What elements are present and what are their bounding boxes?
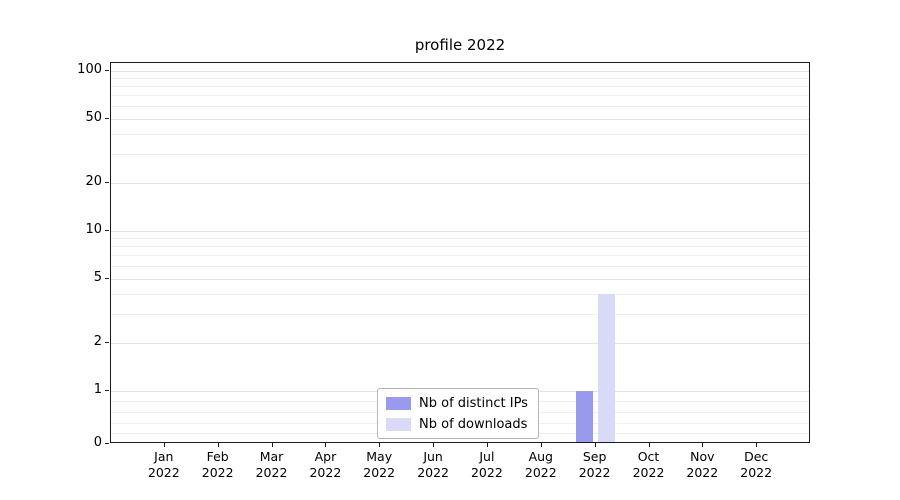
x-tick-mark [540, 443, 542, 447]
gridline-minor [111, 134, 809, 136]
legend-swatch [386, 417, 411, 431]
x-tick-month: Feb [206, 449, 229, 464]
x-tick-year: 2022 [363, 465, 396, 480]
x-tick-label: Oct 2022 [619, 449, 679, 481]
x-tick-mark [486, 443, 488, 447]
gridline-minor [111, 266, 809, 268]
x-tick-mark [756, 443, 758, 447]
gridline-major [111, 182, 809, 184]
legend-swatch [386, 396, 411, 410]
x-tick-mark [702, 443, 704, 447]
legend-item: Nb of downloads [386, 416, 528, 432]
x-tick-month: May [366, 449, 393, 464]
x-tick-label: May 2022 [349, 449, 409, 481]
y-tick-label: 20 [85, 173, 102, 189]
x-tick-year: 2022 [632, 465, 665, 480]
x-tick-year: 2022 [201, 465, 234, 480]
x-tick-year: 2022 [147, 465, 180, 480]
x-tick-year: 2022 [578, 465, 611, 480]
x-tick-year: 2022 [255, 465, 288, 480]
x-tick-mark [648, 443, 650, 447]
x-tick-year: 2022 [417, 465, 449, 480]
x-tick-mark [594, 443, 596, 447]
x-tick-month: Apr [314, 449, 337, 464]
y-tick-mark [105, 229, 109, 231]
gridline-minor [111, 95, 809, 97]
chart-title: profile 2022 [414, 36, 506, 54]
x-tick-label: Nov 2022 [672, 449, 732, 481]
bar-nb-of-downloads [598, 294, 616, 442]
x-tick-mark [379, 443, 381, 447]
x-tick-mark [217, 443, 219, 447]
y-tick-label: 0 [93, 435, 102, 450]
gridline-minor [111, 246, 809, 248]
y-tick-label: 5 [93, 269, 102, 285]
y-tick-mark [105, 277, 109, 279]
y-tick-label: 50 [85, 109, 102, 125]
x-tick-year: 2022 [740, 465, 773, 480]
x-tick-label: Dec 2022 [726, 449, 786, 481]
gridline-major [111, 70, 809, 72]
legend-label: Nb of distinct IPs [419, 395, 528, 411]
x-tick-year: 2022 [524, 465, 557, 480]
x-tick-label: Mar 2022 [242, 449, 302, 481]
gridline-major [111, 230, 809, 232]
x-tick-mark [163, 443, 165, 447]
y-tick-label: 100 [77, 61, 102, 77]
x-tick-label: Jan 2022 [134, 449, 194, 481]
x-tick-label: Feb 2022 [188, 449, 248, 481]
gridline-minor [111, 255, 809, 257]
legend: Nb of distinct IPs Nb of downloads [377, 388, 539, 439]
x-tick-label: Apr 2022 [295, 449, 355, 481]
x-tick-month: Nov [690, 449, 715, 464]
gridline-minor [111, 238, 809, 239]
x-tick-label: Jun 2022 [403, 449, 463, 481]
legend-item: Nb of distinct IPs [386, 395, 528, 411]
x-tick-month: Jan [154, 449, 174, 464]
y-tick-mark [105, 69, 109, 71]
x-tick-month: Oct [637, 449, 660, 464]
x-tick-year: 2022 [686, 465, 719, 480]
x-tick-month: Mar [259, 449, 284, 464]
gridline-major [111, 342, 809, 344]
y-tick-mark [105, 389, 109, 391]
y-tick-label: 2 [93, 333, 102, 349]
x-tick-month: Jun [423, 449, 443, 464]
gridline-minor [111, 106, 809, 108]
gridline-minor [111, 86, 809, 88]
y-tick-mark [105, 117, 109, 119]
y-tick-mark [105, 181, 109, 183]
gridline-major [111, 118, 809, 120]
y-tick-label: 1 [93, 381, 102, 397]
gridline-minor [111, 77, 809, 79]
x-tick-month: Dec [744, 449, 769, 464]
x-tick-month: Aug [528, 449, 553, 464]
x-tick-mark [271, 443, 273, 447]
bar-nb-of-distinct-ips [576, 390, 594, 442]
x-tick-year: 2022 [470, 465, 503, 480]
y-tick-mark [105, 443, 109, 444]
x-tick-month: Sep [582, 449, 607, 464]
x-tick-month: Jul [479, 449, 495, 464]
gridline-minor [111, 154, 809, 156]
legend-label: Nb of downloads [419, 416, 528, 432]
gridline-minor [111, 294, 809, 296]
x-tick-label: Sep 2022 [565, 449, 625, 481]
x-tick-label: Jul 2022 [457, 449, 517, 481]
y-tick-label: 10 [85, 221, 102, 237]
gridline-major [111, 278, 809, 280]
plot-area [110, 62, 810, 443]
x-tick-mark [325, 443, 327, 447]
gridline-minor [111, 314, 809, 316]
x-tick-label: Aug 2022 [511, 449, 571, 481]
y-tick-mark [105, 341, 109, 343]
x-tick-mark [433, 443, 435, 447]
x-tick-year: 2022 [309, 465, 342, 480]
